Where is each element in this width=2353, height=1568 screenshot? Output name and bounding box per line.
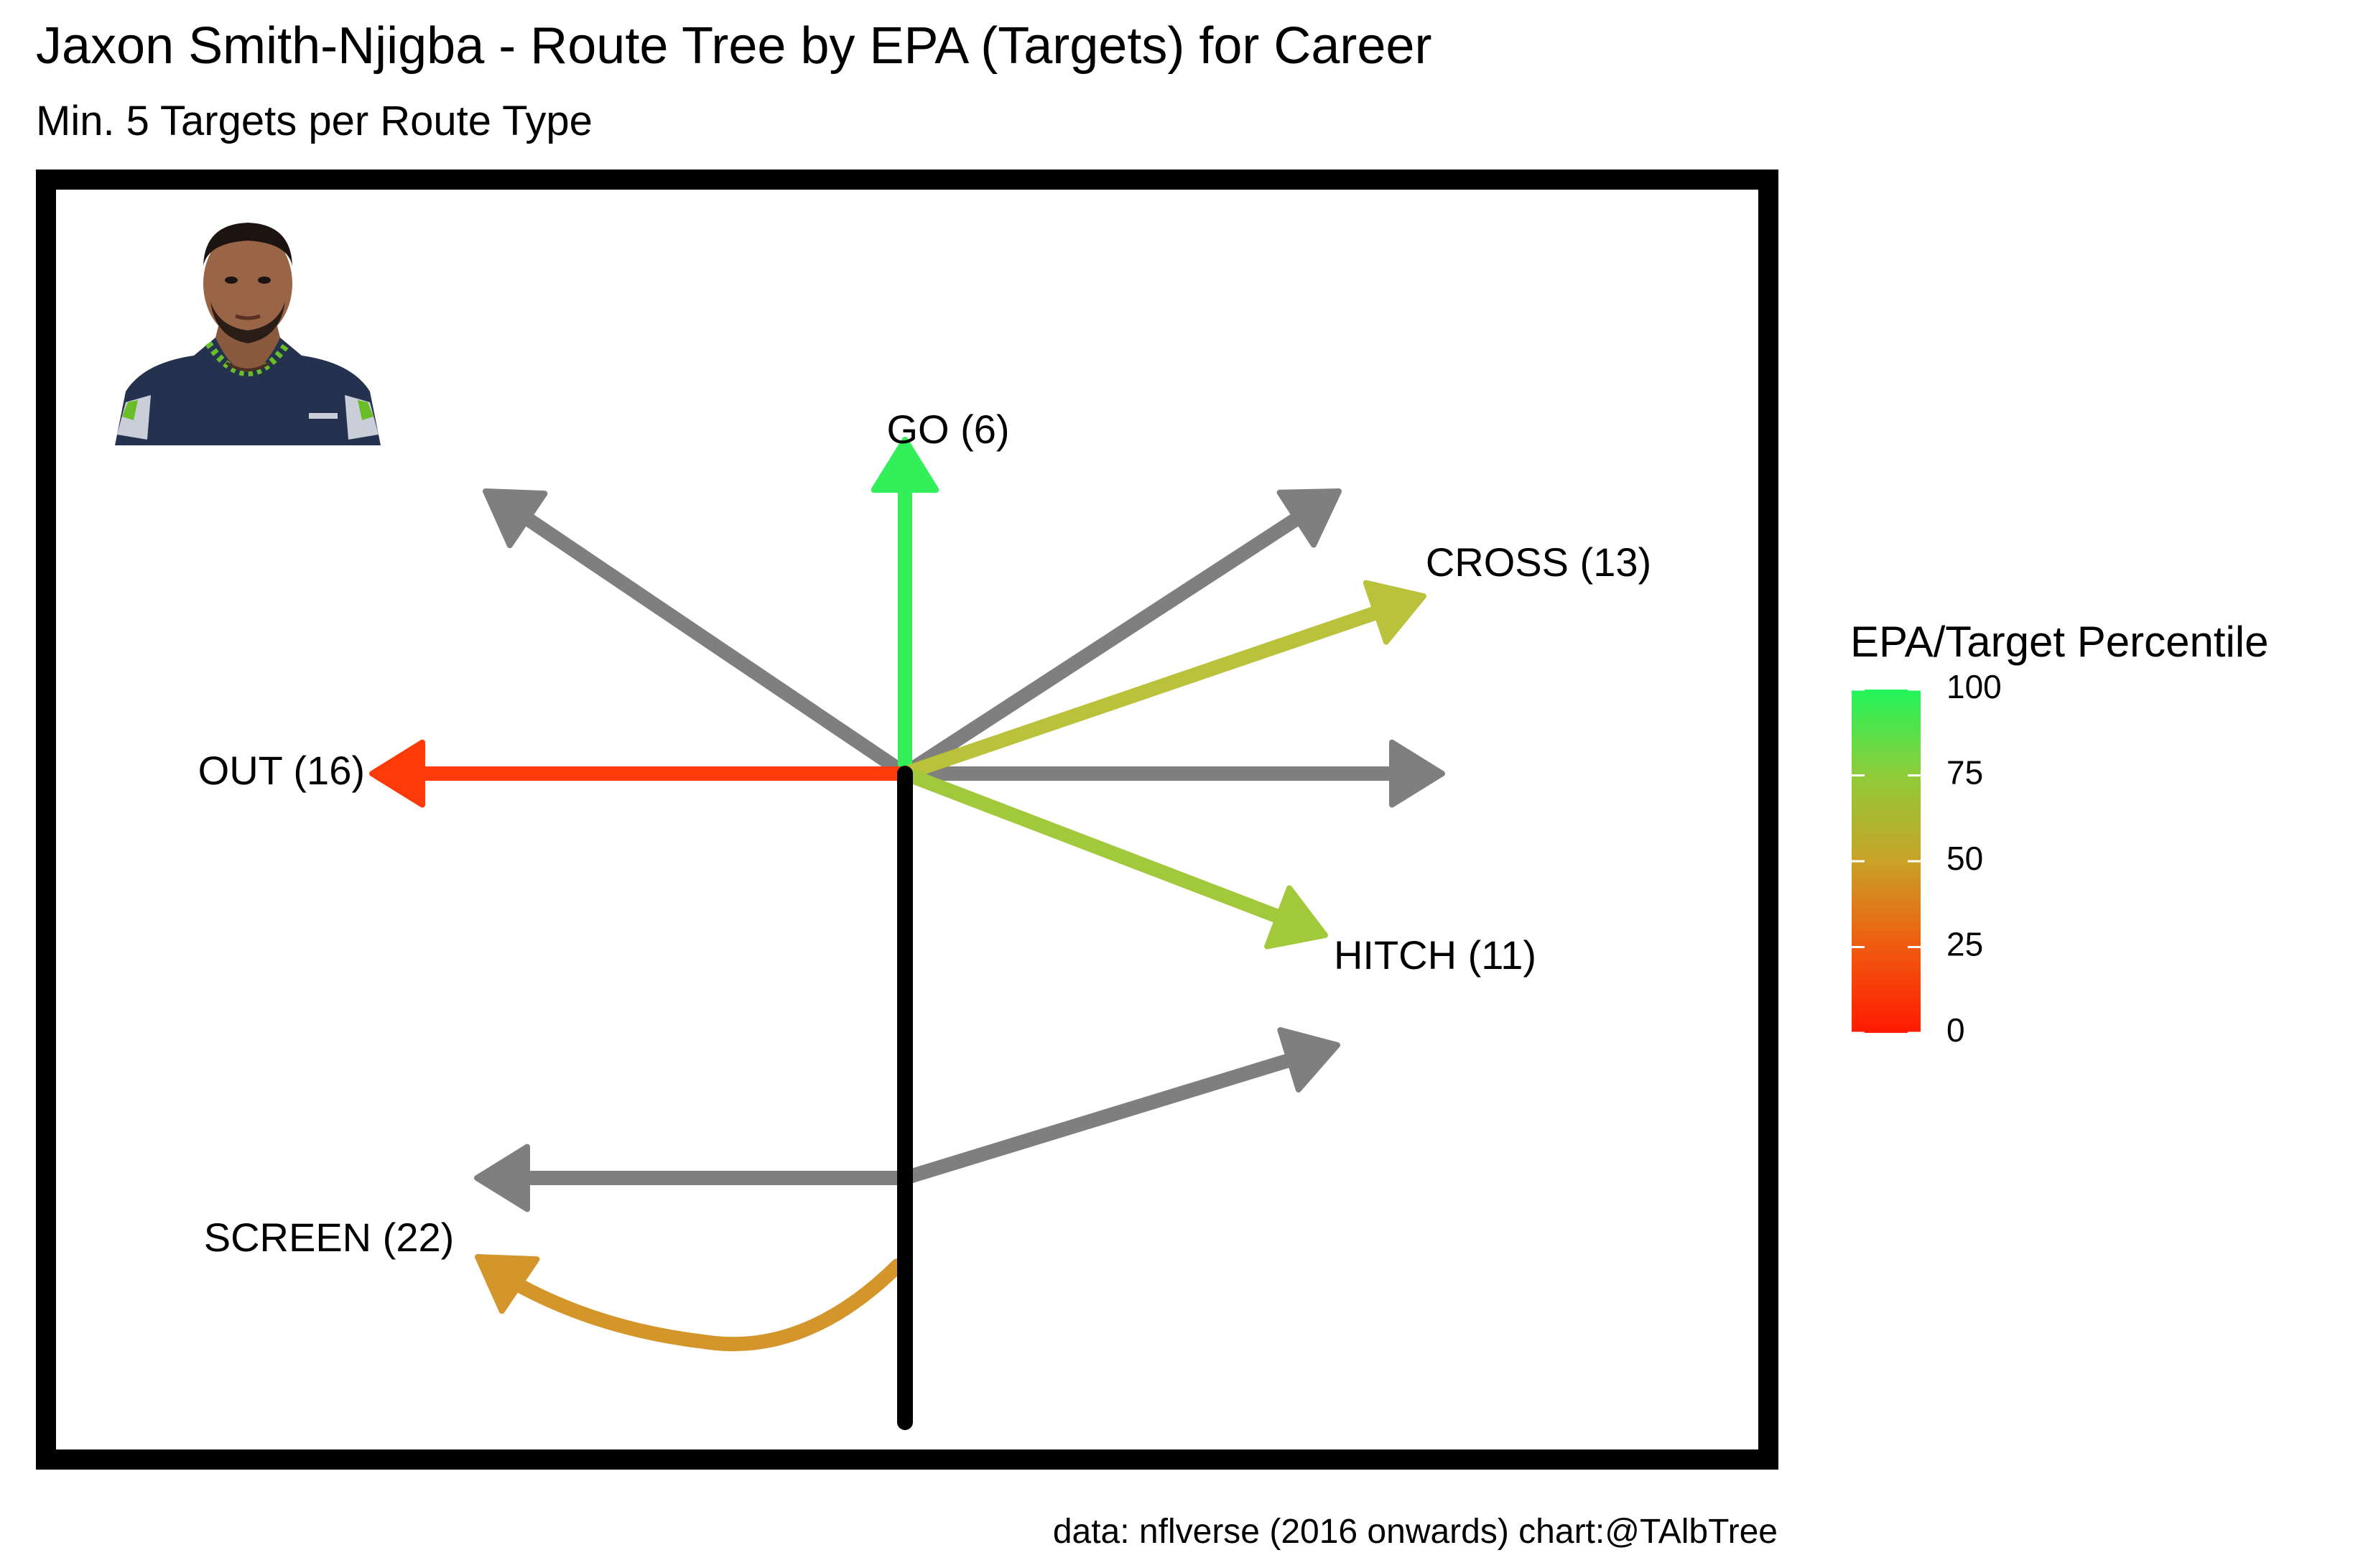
route-hitch (898, 766, 1328, 950)
route-labels: GO (6) CROSS (13) OUT (16) HITCH (11) SCREEN… (198, 407, 1651, 1260)
route-line-corner (516, 509, 912, 781)
route-go (871, 437, 939, 781)
player-headshot-icon (115, 223, 381, 445)
route-arrowhead-cross (1363, 580, 1426, 645)
route-corner (483, 488, 912, 781)
route-label-screen: SCREEN (22) (204, 1215, 455, 1260)
route-line-hitch (898, 766, 1293, 927)
legend: EPA/Target Percentile 0 25 50 75 100 (1850, 618, 2269, 1049)
legend-title: EPA/Target Percentile (1850, 618, 2269, 666)
chart-title: Jaxon Smith-Njigba - Route Tree by EPA (… (36, 17, 1431, 75)
route-arrowhead-post (1276, 488, 1342, 548)
field-frame (36, 170, 1778, 1470)
route-arrowhead-out (369, 739, 425, 808)
route-arrowhead-in (1389, 739, 1445, 808)
route-cross (898, 580, 1426, 781)
routes-layer (369, 437, 1445, 1352)
route-arrowhead-go (871, 437, 939, 493)
route-line-post (898, 509, 1309, 781)
legend-tick-label: 0 (1946, 1011, 1965, 1049)
route-line-cross (898, 603, 1390, 781)
route-arrowhead-corner (483, 488, 548, 549)
route-label-out: OUT (16) (198, 748, 365, 793)
route-arrowhead-hitch (1264, 885, 1328, 950)
legend-tick-label: 75 (1946, 754, 1983, 792)
route-flat (474, 1143, 912, 1212)
chart-caption: data: nflverse (2016 onwards) chart:@TAl… (1053, 1513, 1778, 1551)
route-line-slant (898, 1051, 1304, 1185)
route-line-screen (506, 1258, 905, 1352)
route-arrowhead-slant (1277, 1027, 1340, 1093)
chart-subtitle: Min. 5 Targets per Route Type (36, 98, 593, 144)
route-label-cross: CROSS (13) (1426, 539, 1651, 585)
route-out (369, 739, 912, 808)
route-post (898, 488, 1342, 781)
route-label-hitch: HITCH (11) (1334, 932, 1536, 978)
legend-tick-label: 25 (1946, 926, 1983, 963)
route-in (898, 739, 1445, 808)
route-slant (898, 1027, 1340, 1185)
legend-ticks: 0 25 50 75 100 (1852, 668, 2002, 1049)
route-arrowhead-flat (474, 1143, 530, 1212)
legend-tick-label: 100 (1946, 668, 2002, 705)
route-arrowhead-screen (475, 1254, 540, 1314)
legend-tick-label: 50 (1946, 840, 1983, 877)
route-screen (475, 1254, 905, 1352)
route-label-go: GO (6) (886, 407, 1009, 452)
